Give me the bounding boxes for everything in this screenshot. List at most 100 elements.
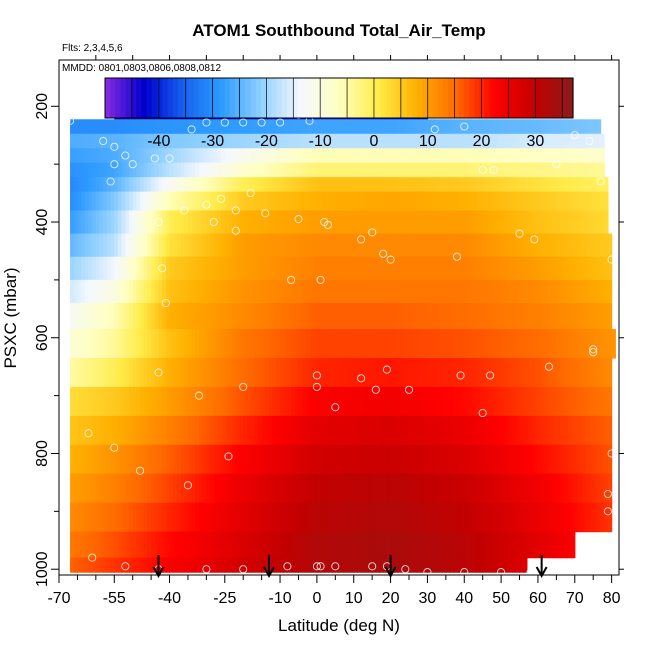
heatmap-cell (187, 233, 193, 258)
heatmap-cell (504, 191, 510, 212)
heatmap-cell (504, 358, 510, 388)
heatmap-cell (353, 162, 359, 178)
heatmap-cell (600, 444, 605, 475)
heatmap-cell (482, 133, 487, 149)
heatmap-cell (504, 256, 510, 281)
heatmap-cell (250, 162, 255, 178)
heatmap-cell (423, 329, 429, 359)
heatmap-cell (342, 191, 347, 212)
heatmap-cell (243, 233, 248, 258)
heatmap-cell (445, 279, 451, 304)
heatmap-cell (383, 210, 388, 235)
heatmap-cell (202, 415, 207, 446)
heatmap-cell (335, 386, 340, 417)
heatmap-cell (574, 502, 580, 533)
heatmap-cell (552, 119, 557, 135)
heatmap-cell (250, 303, 255, 330)
heatmap-cell (416, 148, 421, 164)
heatmap-cell (552, 279, 557, 304)
sample-point (150, 154, 159, 163)
sample-point (607, 255, 616, 264)
heatmap-cell (537, 148, 543, 164)
heatmap-cell (475, 473, 480, 504)
heatmap-cell (331, 531, 336, 559)
heatmap-cell (99, 358, 104, 388)
heatmap-cell (143, 191, 149, 212)
heatmap-cell (383, 531, 388, 559)
heatmap-cell (486, 415, 491, 446)
heatmap-cell (416, 162, 421, 178)
x-tick-label: 70 (566, 590, 584, 607)
heatmap-cell (313, 444, 318, 475)
heatmap-cell (416, 279, 421, 304)
heatmap-cell (549, 279, 554, 304)
heatmap-cell (427, 444, 432, 475)
heatmap-cell (493, 279, 499, 304)
heatmap-cell (254, 133, 259, 149)
heatmap-cell (372, 148, 377, 164)
heatmap-cell (269, 148, 274, 164)
heatmap-cell (467, 177, 473, 193)
heatmap-cell (563, 256, 569, 281)
heatmap-cell (364, 329, 370, 359)
heatmap-cell (73, 386, 79, 417)
colorbar-tick-label: -40 (147, 133, 170, 150)
heatmap-cell (81, 415, 86, 446)
heatmap-cell (504, 279, 510, 304)
heatmap-cell (246, 415, 252, 446)
heatmap-cell (143, 148, 149, 164)
heatmap-cell (607, 444, 613, 475)
heatmap-cell (309, 177, 314, 193)
sample-point (165, 154, 174, 163)
heatmap-cell (95, 386, 101, 417)
heatmap-cell (143, 133, 149, 149)
heatmap-cell (221, 191, 226, 212)
colorbar-tick-label: -30 (201, 133, 224, 150)
heatmap-cell (187, 119, 193, 135)
heatmap-cell (523, 329, 528, 359)
sample-point (209, 217, 218, 227)
heatmap-cell (567, 233, 572, 258)
heatmap-cell (339, 279, 344, 304)
heatmap-cell (151, 133, 156, 149)
heatmap-cell (486, 119, 491, 135)
heatmap-cell (501, 415, 506, 446)
heatmap-cell (129, 177, 134, 193)
heatmap-cell (136, 303, 141, 330)
heatmap-cell (574, 191, 580, 212)
heatmap-cell (357, 177, 362, 193)
heatmap-cell (397, 303, 403, 330)
heatmap-cell (401, 233, 406, 258)
heatmap-cell (571, 473, 576, 504)
heatmap-cell (143, 557, 149, 573)
heatmap-cell (243, 415, 248, 446)
heatmap-cell (526, 531, 532, 559)
heatmap-cell (397, 473, 403, 504)
heatmap-cell (434, 256, 440, 281)
heatmap-cell (180, 177, 185, 193)
heatmap-cell (372, 444, 377, 475)
heatmap-cell (162, 358, 167, 388)
heatmap-cell (497, 162, 502, 178)
heatmap-cell (486, 386, 491, 417)
heatmap-cell (162, 119, 167, 135)
heatmap-cell (361, 210, 366, 235)
heatmap-cell (202, 303, 207, 330)
heatmap-cell (302, 329, 307, 359)
heatmap-cell (110, 329, 115, 359)
heatmap-cell (549, 473, 554, 504)
heatmap-cell (486, 531, 491, 559)
heatmap-cell (482, 415, 487, 446)
heatmap-cell (471, 279, 476, 304)
heatmap-cell (475, 358, 480, 388)
heatmap-cell (324, 303, 329, 330)
heatmap-cell (88, 119, 93, 135)
heatmap-cell (276, 444, 281, 475)
heatmap-cell (497, 233, 502, 258)
heatmap-cell (515, 279, 521, 304)
heatmap-cell (515, 386, 521, 417)
heatmap-cell (456, 531, 462, 559)
heatmap-cell (556, 329, 561, 359)
heatmap-cell (92, 233, 97, 258)
